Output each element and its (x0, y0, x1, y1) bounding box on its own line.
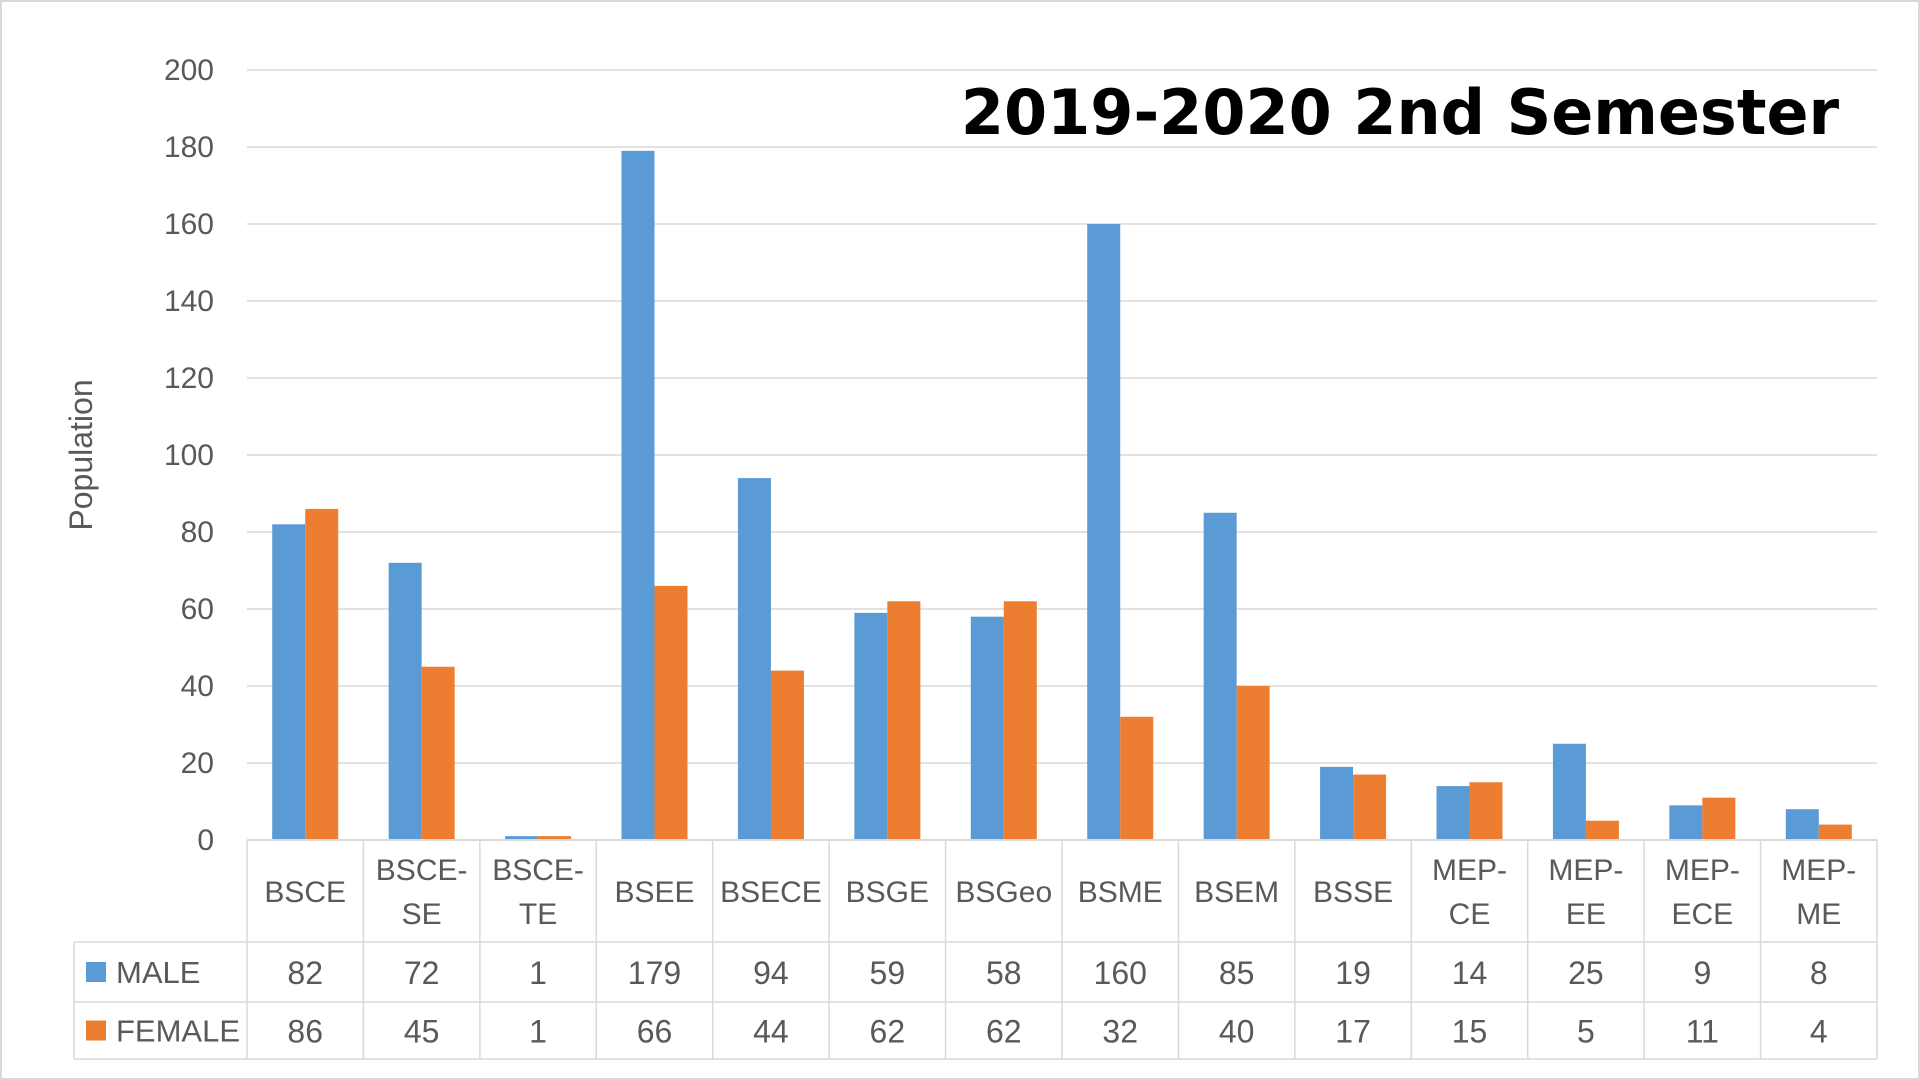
y-tick-label: 140 (164, 285, 214, 318)
category-label: BSECE (720, 876, 822, 909)
bar-male (854, 612, 888, 840)
gridlines (247, 69, 1877, 841)
y-tick-label: 40 (181, 670, 214, 703)
bar-male (737, 478, 771, 840)
bar-female (1702, 797, 1736, 840)
y-tick-label: 160 (164, 208, 214, 241)
data-label-female: 86 (287, 1014, 323, 1050)
category-label: MEP- (1432, 854, 1507, 887)
data-label-male: 25 (1568, 955, 1604, 991)
y-tick-label: 0 (197, 824, 214, 857)
data-label-female: 32 (1102, 1014, 1138, 1050)
category-label: BSCE (264, 876, 346, 909)
bar-male (621, 150, 655, 841)
data-label-female: 15 (1452, 1014, 1488, 1050)
bar-female (887, 601, 921, 840)
bar-male (970, 616, 1004, 840)
data-label-male: 82 (287, 955, 323, 991)
category-label: BSGeo (955, 876, 1052, 909)
bar-female (1818, 824, 1852, 840)
data-label-male: 9 (1693, 955, 1711, 991)
category-label: MEP- (1548, 854, 1623, 887)
data-label-male: 1 (529, 955, 547, 991)
data-label-female: 11 (1686, 1014, 1719, 1050)
bar-male (1669, 805, 1703, 840)
chart-title: 2019-2020 2nd Semester (961, 76, 1840, 149)
category-label: SE (402, 898, 442, 931)
bar-male (1203, 512, 1237, 840)
legend-swatch-male (86, 962, 106, 982)
data-label-female: 40 (1219, 1014, 1255, 1050)
data-label-male: 19 (1335, 955, 1371, 991)
bar-male (388, 562, 422, 840)
category-label: BSSE (1313, 876, 1393, 909)
data-label-female: 1 (529, 1014, 547, 1050)
data-label-female: 62 (870, 1014, 906, 1050)
y-tick-label: 200 (164, 54, 214, 87)
category-label: CE (1449, 898, 1491, 931)
data-label-female: 17 (1335, 1014, 1371, 1050)
data-label-female: 45 (404, 1014, 440, 1050)
bar-male (1785, 809, 1819, 840)
data-label-male: 160 (1094, 955, 1147, 991)
data-label-male: 14 (1452, 955, 1488, 991)
category-label: TE (519, 898, 557, 931)
y-tick-label: 180 (164, 131, 214, 164)
data-label-male: 8 (1810, 955, 1828, 991)
category-label: ECE (1672, 898, 1734, 931)
data-label-female: 44 (753, 1014, 789, 1050)
y-tick-label: 20 (181, 747, 214, 780)
data-label-female: 66 (637, 1014, 673, 1050)
bar-female (421, 666, 455, 840)
y-tick-label: 100 (164, 439, 214, 472)
bar-female (1353, 774, 1387, 840)
bar-male (1436, 786, 1470, 840)
data-label-female: 62 (986, 1014, 1022, 1050)
bar-male (1552, 743, 1586, 840)
category-label: BSCE- (376, 854, 468, 887)
y-axis: 0 20 40 60 80 100 120 140 160 180 200 (164, 54, 214, 857)
bar-male (505, 836, 539, 840)
bar-female (538, 836, 572, 840)
data-label-female: 5 (1577, 1014, 1595, 1050)
y-axis-label: Population (63, 379, 99, 530)
category-label: MEP- (1665, 854, 1740, 887)
bar-male (1320, 766, 1354, 840)
bar-female (770, 670, 804, 840)
data-label-male: 59 (870, 955, 906, 991)
bar-female (305, 508, 339, 840)
category-label: BSEE (614, 876, 694, 909)
data-label-male: 94 (753, 955, 789, 991)
legend-label-male: MALE (116, 955, 200, 990)
bar-female (1003, 601, 1037, 840)
data-label-male: 72 (404, 955, 440, 991)
category-label: BSME (1078, 876, 1163, 909)
bar-female (1585, 820, 1619, 840)
category-label: BSEM (1194, 876, 1279, 909)
bar-female (1469, 782, 1503, 840)
data-label-male: 179 (628, 955, 681, 991)
y-tick-label: 80 (181, 516, 214, 549)
data-label-male: 85 (1219, 955, 1255, 991)
bar-female (1236, 686, 1270, 840)
y-tick-label: 120 (164, 362, 214, 395)
category-label: MEP- (1781, 854, 1856, 887)
bar-male (272, 524, 306, 840)
category-label: BSGE (846, 876, 929, 909)
bar-female (1120, 716, 1154, 840)
y-tick-label: 60 (181, 593, 214, 626)
data-label-male: 58 (986, 955, 1022, 991)
data-label-female: 4 (1810, 1014, 1828, 1050)
bar-male (1087, 224, 1121, 840)
legend-label-female: FEMALE (116, 1014, 240, 1049)
category-label: BSCE- (492, 854, 584, 887)
category-label: ME (1796, 898, 1841, 931)
bar-female (654, 585, 688, 840)
bars (272, 150, 1852, 841)
legend-swatch-female (86, 1020, 106, 1041)
data-table: BSCE BSCE- SE BSCE- TE BSEE BSECE BSGE BSGeo BSME… (73, 839, 1878, 1060)
category-label: EE (1566, 898, 1606, 931)
